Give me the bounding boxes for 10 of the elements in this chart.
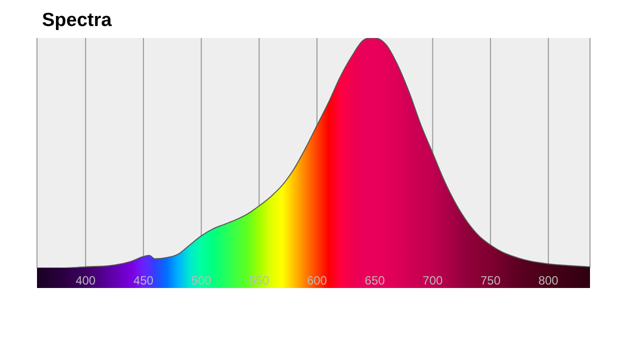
x-tick-label: 750 <box>480 274 501 288</box>
x-tick-label: 650 <box>364 274 386 288</box>
chart-title: Spectra <box>42 10 112 32</box>
x-tick-label: 400 <box>76 274 96 288</box>
x-tick-label: 600 <box>306 274 328 288</box>
x-tick-label: 450 <box>133 274 154 288</box>
x-tick-label: 700 <box>422 274 443 288</box>
x-tick-label: 500 <box>191 274 212 288</box>
x-tick-label: 550 <box>249 274 270 288</box>
x-tick-label: 800 <box>538 274 559 288</box>
